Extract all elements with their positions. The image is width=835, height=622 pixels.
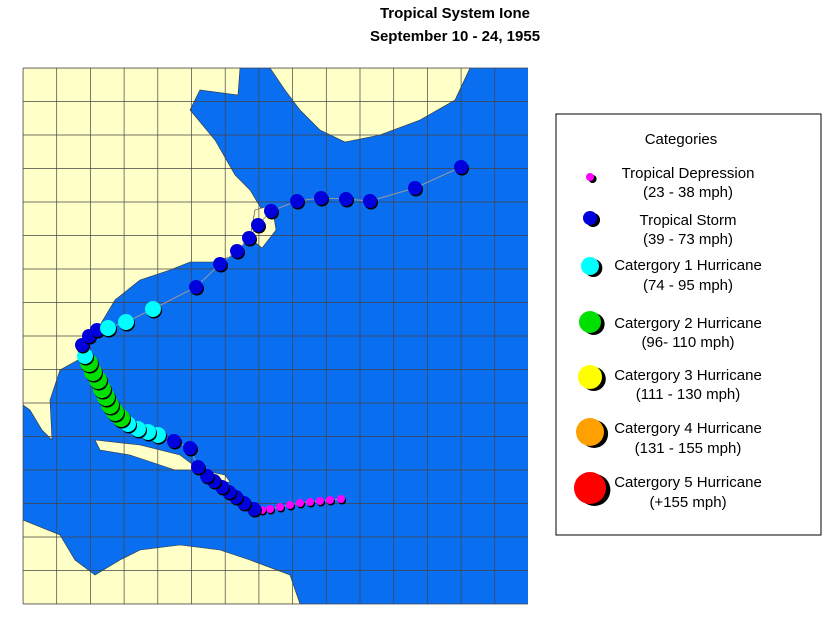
track-point <box>189 280 203 294</box>
track-point <box>251 218 265 232</box>
track-point <box>363 194 377 208</box>
track-point <box>213 257 227 271</box>
track-point <box>408 181 422 195</box>
legend-range: (74 - 95 mph) <box>643 277 733 294</box>
track-point <box>314 191 328 205</box>
subtitle: September 10 - 24, 1955 <box>370 28 540 45</box>
track-point <box>264 204 278 218</box>
legend-title: Categories <box>645 131 718 148</box>
track-point <box>118 314 134 330</box>
legend-marker <box>574 472 606 504</box>
track-point <box>339 192 353 206</box>
track-point <box>100 320 116 336</box>
legend-marker <box>583 211 597 225</box>
track-point <box>316 497 324 505</box>
legend: Categories Tropical Depression (23 - 38 m… <box>555 113 822 536</box>
legend-name: Catergory 1 Hurricane <box>614 257 762 274</box>
legend-marker <box>578 365 602 389</box>
track-point <box>191 460 205 474</box>
legend-range: (96- 110 mph) <box>641 334 734 351</box>
track-point <box>290 194 304 208</box>
legend-name: Catergory 3 Hurricane <box>614 367 762 384</box>
track-point <box>145 301 161 317</box>
track-point <box>167 434 181 448</box>
legend-marker <box>576 418 604 446</box>
legend-name: Catergory 2 Hurricane <box>614 315 762 332</box>
track-point <box>306 498 314 506</box>
legend-name: Tropical Storm <box>640 212 737 229</box>
legend-range: (111 - 130 mph) <box>636 386 741 403</box>
track-point <box>296 499 304 507</box>
map <box>22 67 528 605</box>
track-point <box>242 231 256 245</box>
track-point <box>326 496 334 504</box>
track-point <box>230 244 244 258</box>
legend-marker <box>579 311 601 333</box>
track-point <box>337 495 345 503</box>
legend-name: Catergory 5 Hurricane <box>614 474 762 491</box>
track-point <box>454 160 468 174</box>
legend-name: Tropical Depression <box>622 165 755 182</box>
legend-marker <box>586 173 594 181</box>
track-point <box>286 501 294 509</box>
legend-range: (39 - 73 mph) <box>643 231 733 248</box>
title: Tropical System Ione <box>380 5 530 22</box>
track-point <box>276 503 284 511</box>
legend-name: Catergory 4 Hurricane <box>614 420 762 437</box>
legend-range: (+155 mph) <box>649 494 726 511</box>
legend-range: (23 - 38 mph) <box>643 184 733 201</box>
legend-range: (131 - 155 mph) <box>635 440 742 457</box>
track-point <box>266 505 274 513</box>
track-point <box>183 441 197 455</box>
legend-marker <box>581 257 599 275</box>
